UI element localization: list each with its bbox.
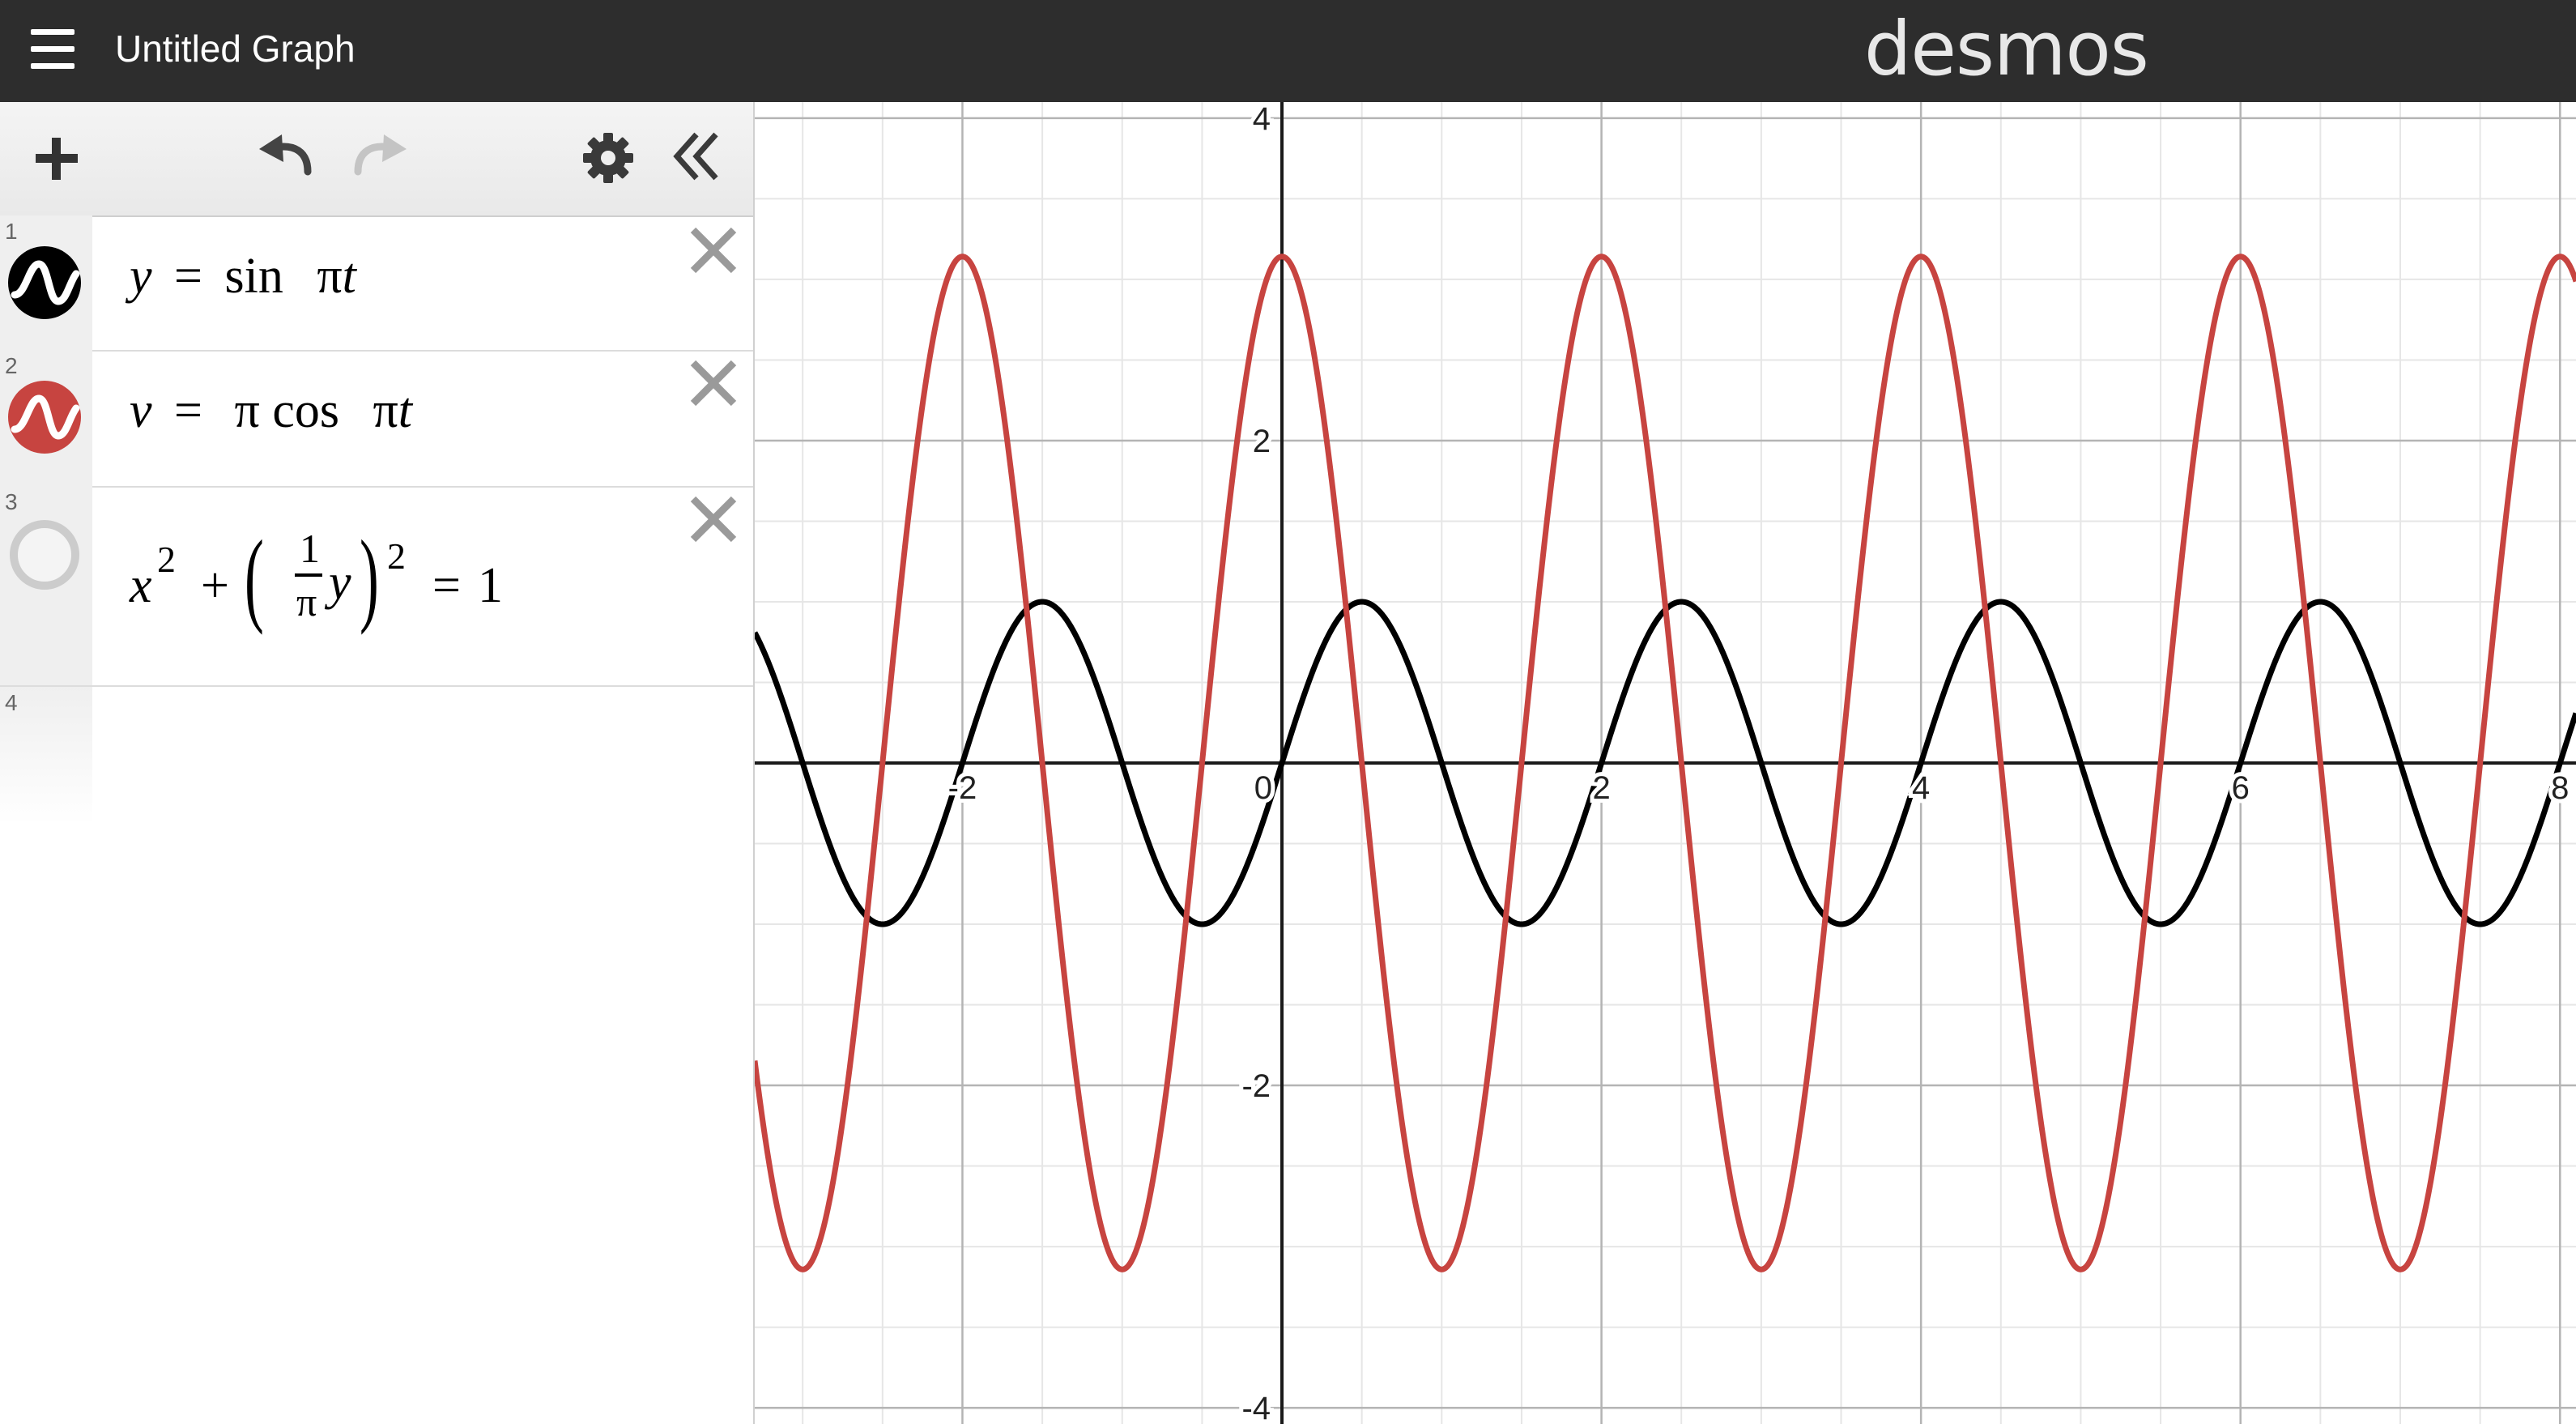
tick-label: 2 [1253,424,1271,459]
menu-bar-line [31,46,75,52]
math-token: t [398,383,413,438]
math-token: 2 [157,539,176,580]
math-token: π [317,249,343,304]
expression-index: 4 [5,690,18,715]
color-wave-icon-red[interactable] [8,381,81,454]
expression-index: 2 [5,353,18,378]
math-token: = [174,249,202,304]
expression-index: 1 [5,219,18,244]
tick-label: 2 [1592,770,1610,806]
tick-label: 0 [1254,770,1272,806]
tick-label: -2 [1241,1068,1271,1104]
math-token: x [130,558,152,613]
tick-label: 4 [1912,770,1930,806]
math-token: y [130,249,152,304]
tick-label: 4 [1253,102,1271,137]
add-icon[interactable] [29,131,84,186]
undo-icon[interactable] [256,130,317,178]
hamburger-menu-icon[interactable] [28,26,78,73]
gear-icon[interactable] [581,131,635,185]
math-token: = [174,383,202,438]
tick-label: 8 [2551,770,2569,806]
color-wave-icon-black[interactable] [8,246,81,319]
math-token: cos [272,383,339,438]
expression-index: 3 [5,489,18,514]
math-token: + [201,558,229,613]
math-token: v [130,383,152,438]
new-expression-input[interactable] [92,687,753,825]
tick-label: 6 [2232,770,2250,806]
graph-title[interactable]: Untitled Graph [115,28,356,70]
math-token: = [432,558,461,613]
tick-label: -2 [948,770,977,806]
expression-math-1[interactable]: y = sin πt [130,248,356,305]
delete-expression-icon[interactable] [685,355,742,411]
graph-canvas[interactable]: -2 0 2 4 6 8 4 2 -2 -4 [752,97,2576,1428]
math-token: ( [245,519,264,636]
math-token: ) [360,519,379,636]
expression-row-1[interactable]: 1 y = sin πt [0,215,753,352]
fraction-bar [295,573,322,577]
desmos-logo: desmos [1864,6,2149,92]
menu-bar-line [31,29,75,35]
top-bar: Untitled Graph desmos [0,0,2576,102]
curve-series-2 [752,254,2576,1272]
redo-icon[interactable] [348,130,410,178]
tick-label: -4 [1241,1391,1271,1424]
math-token: 2 [387,535,406,577]
expression-row-2[interactable]: 2 v = π cos πt [0,350,753,488]
math-token: y [329,555,351,610]
delete-expression-icon[interactable] [685,222,742,279]
math-token: π [296,579,317,624]
delete-expression-icon[interactable] [685,491,742,548]
expression-row-3[interactable]: 3 x 2 + ( 1 π y ) 2 = 1 [0,486,753,687]
math-token: 1 [300,526,320,571]
graph-svg[interactable]: -2 0 2 4 6 8 4 2 -2 -4 [752,97,2576,1428]
empty-expression-gutter [0,687,92,825]
expression-toolbar [0,102,753,217]
collapse-icon[interactable] [671,130,724,183]
math-token: π [234,383,260,438]
expression-math-2[interactable]: v = π cos πt [130,382,412,440]
hidden-circle-icon[interactable] [8,518,81,591]
menu-bar-line [31,63,75,69]
math-token: 1 [478,558,503,613]
math-token: π [373,383,398,438]
math-token: t [342,249,356,304]
expression-panel: 1 y = sin πt 2 v = π [0,102,755,1424]
math-token: sin [224,249,283,304]
expression-math-3[interactable]: x 2 + ( 1 π y ) 2 = 1 [130,525,583,638]
